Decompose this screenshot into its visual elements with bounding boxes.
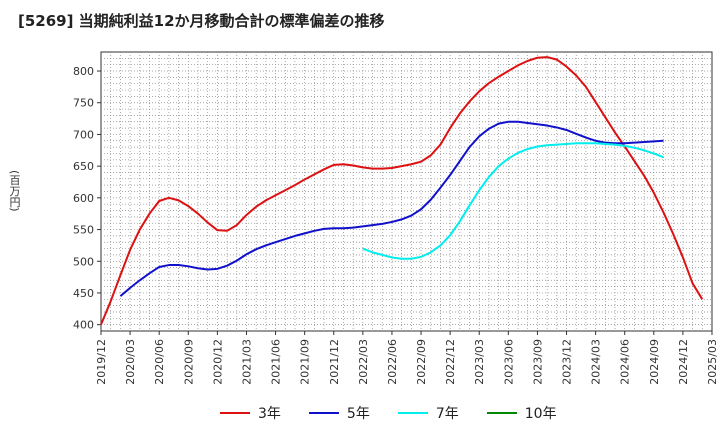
- y-tick-label: 550: [73, 224, 94, 237]
- x-tick-label: 2020/09: [182, 339, 195, 385]
- x-tick-label: 2020/12: [211, 339, 224, 385]
- x-tick-label: 2024/12: [677, 339, 690, 385]
- legend-swatch: [397, 412, 428, 414]
- y-tick-label: 600: [73, 192, 94, 205]
- legend-label: 7年: [435, 406, 459, 422]
- legend-item: 3年: [220, 403, 281, 423]
- legend-swatch: [308, 412, 339, 414]
- series-line-3年: [100, 56, 704, 326]
- legend-item: 7年: [397, 403, 459, 423]
- y-tick-label: 500: [73, 255, 94, 268]
- x-tick-label: 2023/09: [531, 339, 544, 385]
- legend: 3年 5年 7年 10年: [220, 403, 557, 423]
- chart-title: [5269] 当期純利益12か月移動合計の標準偏差の推移: [18, 12, 385, 30]
- y-tick-label: 650: [73, 160, 94, 173]
- x-tick-label: 2024/03: [590, 339, 603, 385]
- x-tick-label: 2023/12: [561, 339, 574, 385]
- legend-label: 3年: [258, 406, 281, 422]
- legend-label: 10年: [524, 406, 557, 422]
- legend-swatch: [486, 412, 517, 414]
- legend-item: 5年: [308, 403, 370, 423]
- series-line-7年: [362, 142, 664, 260]
- x-tick-label: 2020/06: [153, 339, 166, 385]
- y-tick-label: 800: [73, 65, 94, 78]
- x-tick-label: 2024/06: [619, 339, 632, 385]
- x-tick-label: 2021/12: [328, 339, 341, 385]
- x-tick-label: 2022/03: [357, 339, 370, 385]
- series-line-5年: [119, 120, 664, 297]
- x-tick-label: 2024/09: [648, 339, 661, 385]
- y-tick-label: 400: [73, 319, 94, 332]
- legend-swatch: [220, 412, 250, 414]
- x-tick-label: 2021/06: [270, 339, 283, 385]
- x-tick-label: 2019/12: [95, 339, 108, 385]
- x-tick-label: 2023/03: [473, 339, 486, 385]
- x-tick-label: 2021/09: [299, 339, 312, 385]
- plot-area: [100, 51, 713, 332]
- x-tick-label: 2023/06: [502, 339, 515, 385]
- x-tick-label: 2022/12: [444, 339, 457, 385]
- legend-item: 10年: [486, 403, 557, 423]
- x-tick-label: 2021/03: [240, 339, 253, 385]
- x-tick-label: 2020/03: [124, 339, 137, 385]
- y-tick-label: 450: [73, 287, 94, 300]
- y-axis-label: (百万円): [8, 170, 21, 212]
- legend-label: 5年: [346, 406, 370, 422]
- x-tick-label: 2022/06: [386, 339, 399, 385]
- x-tick-label: 2025/03: [706, 339, 719, 385]
- y-tick-label: 700: [73, 128, 94, 141]
- y-tick-label: 750: [73, 97, 94, 110]
- x-tick-label: 2022/09: [415, 339, 428, 385]
